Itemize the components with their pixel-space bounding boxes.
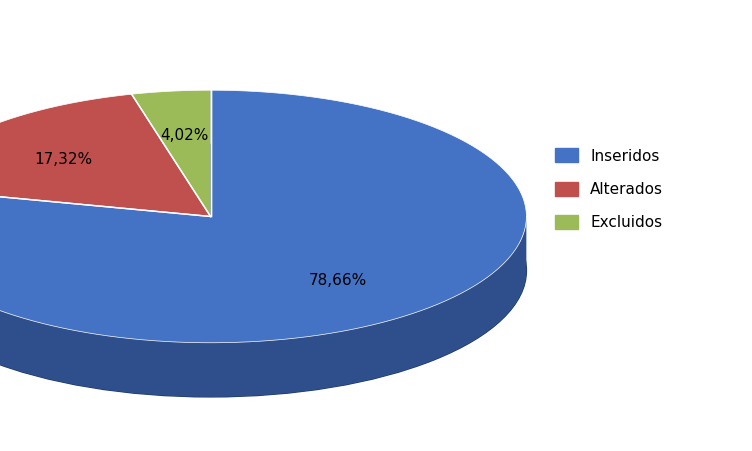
Polygon shape bbox=[0, 214, 526, 397]
Polygon shape bbox=[0, 94, 211, 216]
Polygon shape bbox=[132, 90, 211, 216]
Text: 78,66%: 78,66% bbox=[309, 273, 367, 288]
Text: 4,02%: 4,02% bbox=[160, 128, 209, 143]
Text: 17,32%: 17,32% bbox=[35, 152, 92, 166]
Legend: Inseridos, Alterados, Excluidos: Inseridos, Alterados, Excluidos bbox=[549, 143, 669, 236]
Polygon shape bbox=[0, 90, 526, 343]
Ellipse shape bbox=[0, 144, 526, 397]
